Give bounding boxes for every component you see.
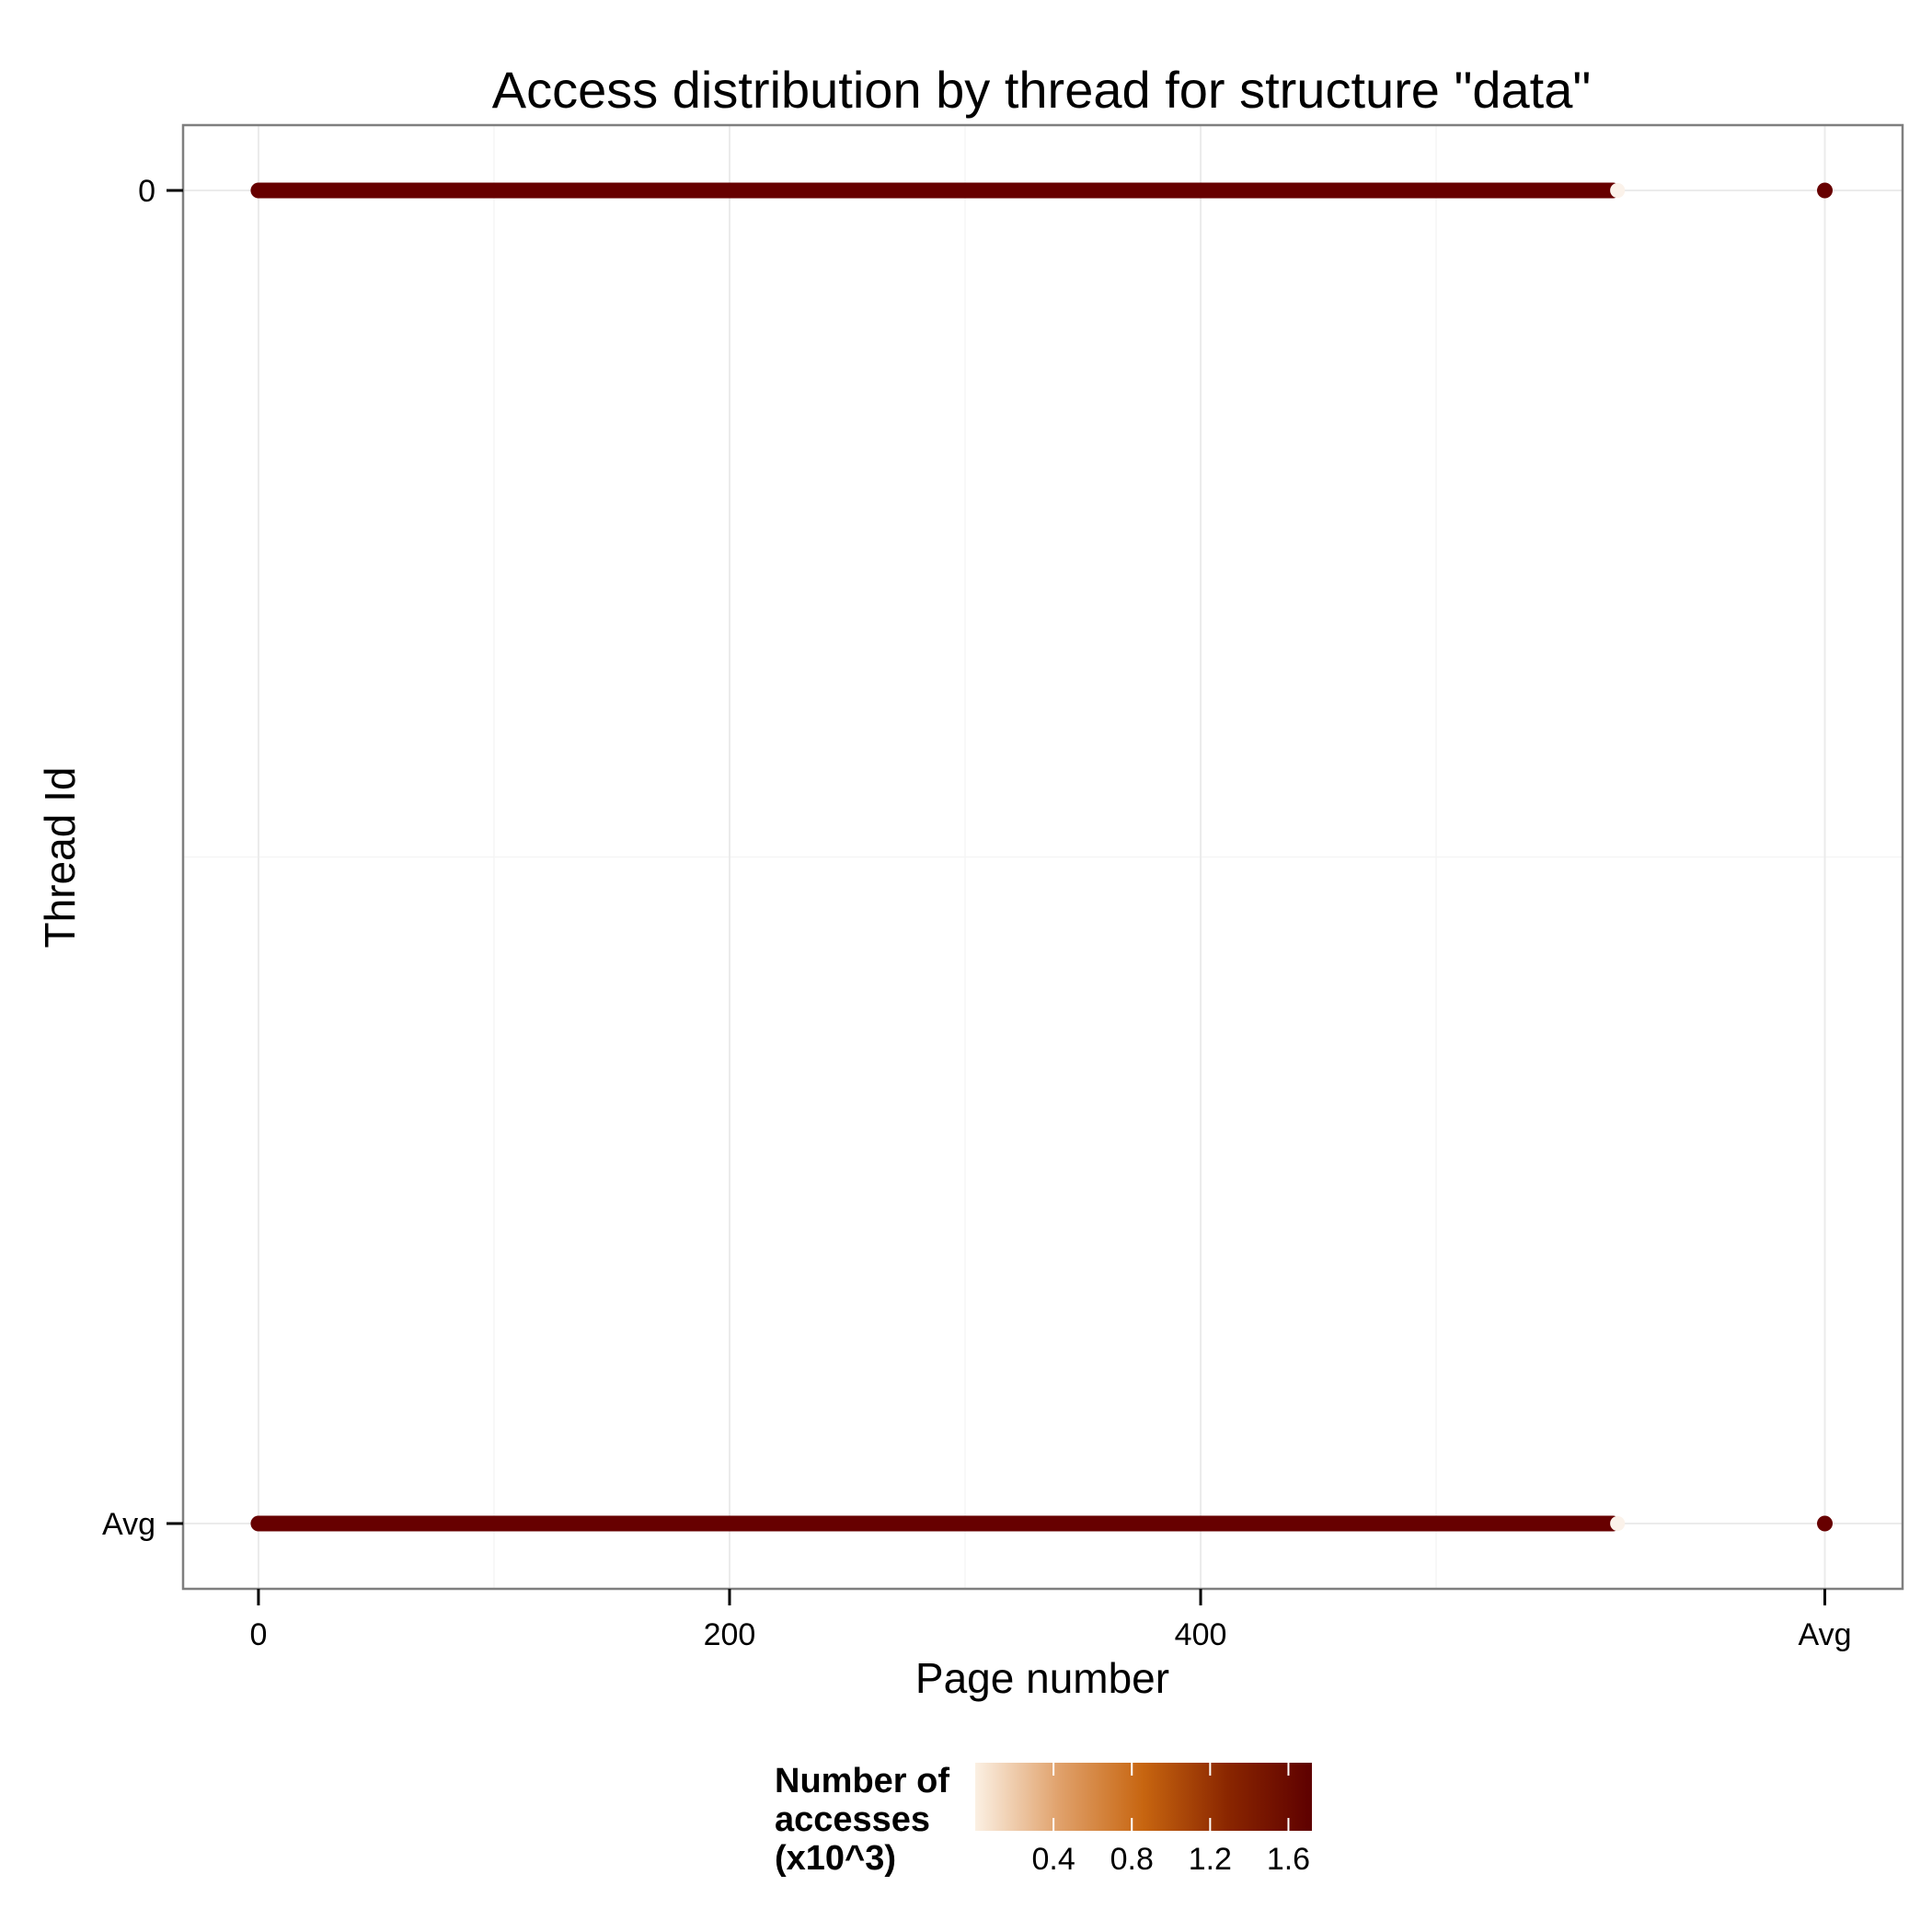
avg-point: [1817, 182, 1834, 199]
end-point: [1610, 182, 1626, 199]
x-tick-label: 400: [1175, 1617, 1227, 1652]
y-tick-label: Avg: [102, 1507, 155, 1542]
chart-title: Access distribution by thread for struct…: [492, 61, 1592, 119]
y-tick-label: 0: [138, 174, 155, 209]
legend-tick-label: 0.8: [1110, 1842, 1154, 1877]
series-avg: [250, 1515, 1834, 1532]
y-axis-title: Thread Id: [36, 767, 84, 949]
legend-title-line: accesses: [775, 1800, 930, 1839]
y-axis: 0 Avg: [102, 174, 183, 1542]
legend-tick-label: 0.4: [1031, 1842, 1075, 1877]
legend-title-line: Number of: [775, 1762, 949, 1800]
plot-border: [181, 123, 1904, 1591]
series-thread-0: [250, 182, 1834, 199]
x-tick-label: 200: [704, 1617, 756, 1652]
avg-point: [1817, 1515, 1834, 1532]
legend-title: Number of accesses (x10^3): [775, 1762, 949, 1878]
end-point: [1610, 1515, 1626, 1532]
legend-colorbar: [975, 1763, 1312, 1831]
x-tick-label: 0: [249, 1617, 267, 1652]
color-legend: Number of accesses (x10^3) 0.4 0.8 1.2 1.6: [775, 1762, 1312, 1878]
data-points: [250, 182, 1834, 1532]
legend-tick-label: 1.6: [1267, 1842, 1310, 1877]
legend-tick-label: 1.2: [1189, 1842, 1232, 1877]
x-axis: 0 200 400 Avg: [249, 1589, 1852, 1652]
legend-ticks: 0.4 0.8 1.2 1.6: [1031, 1763, 1310, 1877]
x-axis-title: Page number: [915, 1654, 1169, 1702]
x-tick-label: Avg: [1799, 1617, 1852, 1652]
legend-title-line: (x10^3): [775, 1839, 896, 1878]
